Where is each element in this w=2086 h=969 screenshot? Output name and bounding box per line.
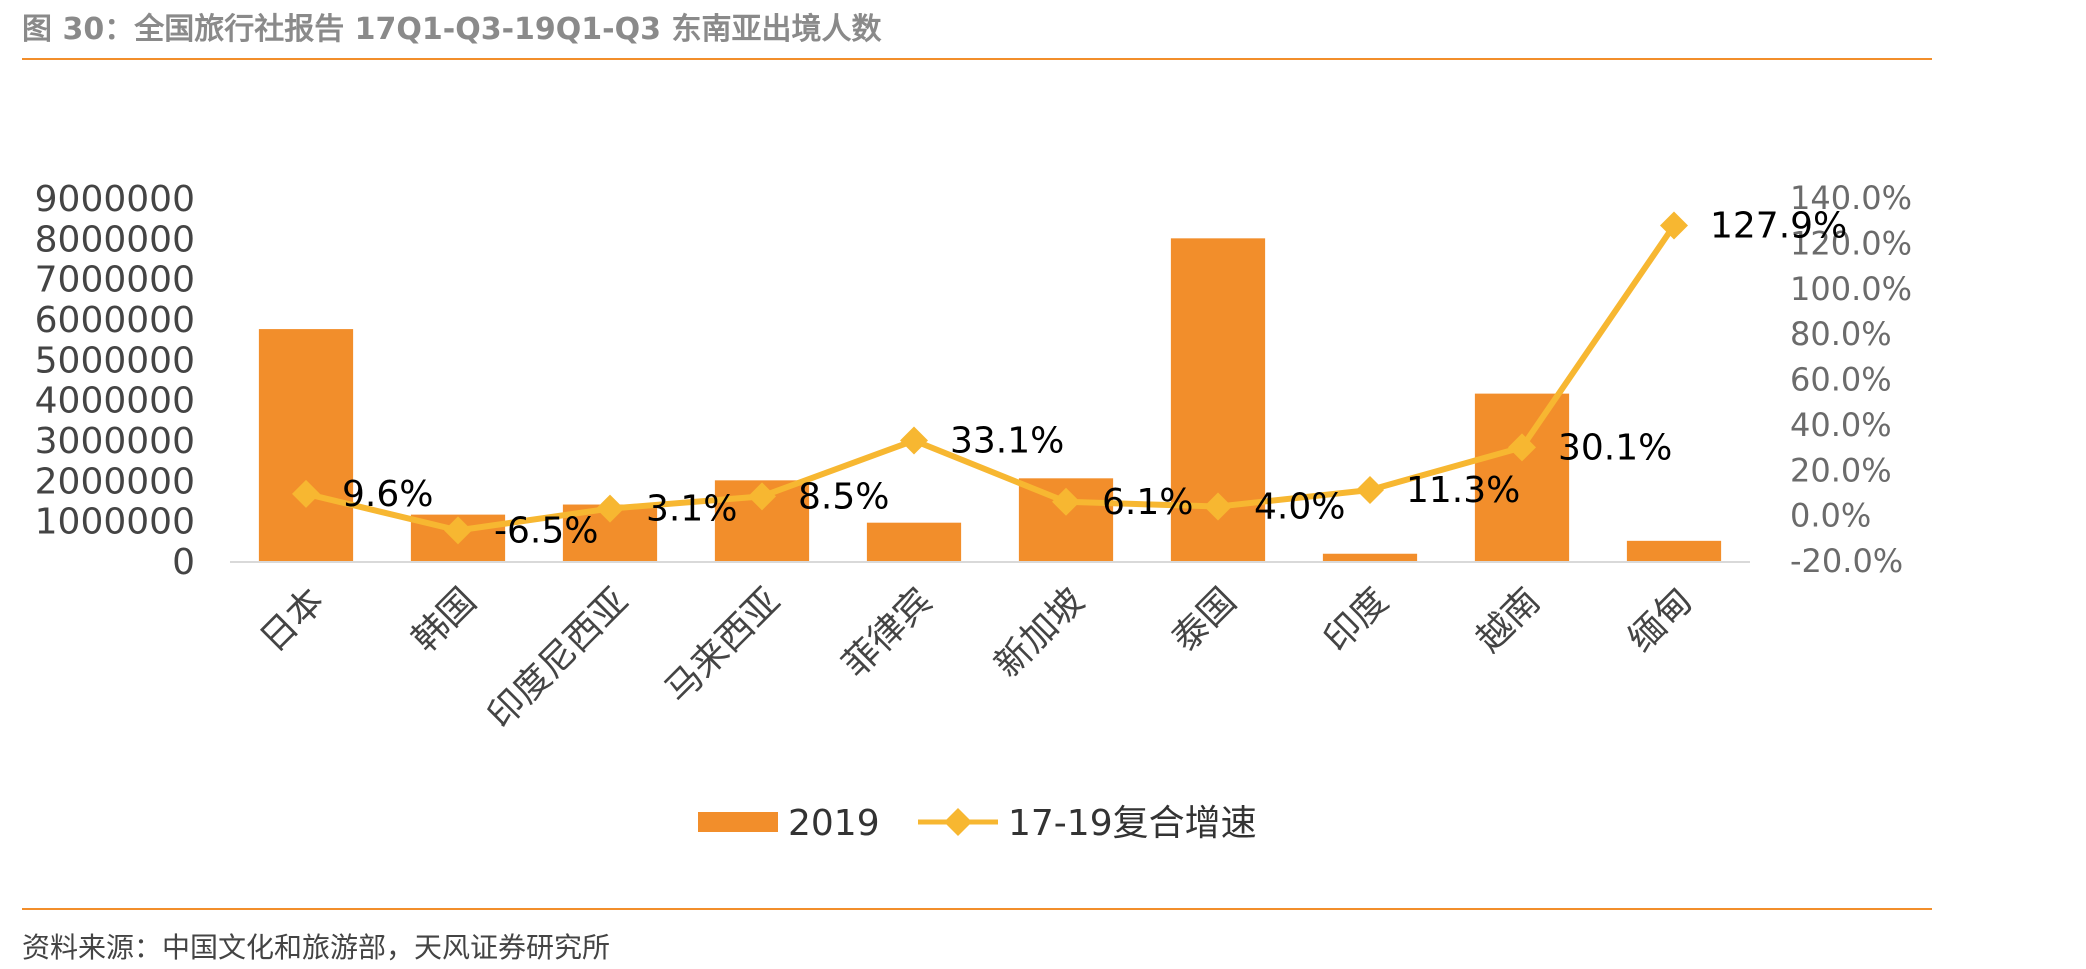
right-axis-ticks: -20.0% 0.0% 20.0% 40.0% 60.0% 80.0% 100.0% 120.… (1790, 179, 1912, 580)
category-label: 日本 (252, 580, 332, 660)
category-label: 新加坡 (987, 580, 1092, 685)
left-axis-ticks: 0100000020000003000000400000050000006000… (35, 179, 195, 583)
chart-title: 图 30：全国旅行社报告 17Q1-Q3-19Q1-Q3 东南亚出境人数 (22, 12, 882, 47)
line-point (1660, 211, 1688, 240)
category-label: 泰国 (1164, 580, 1244, 660)
left-tick-label: 5000000 (35, 340, 195, 381)
data-label: 9.6% (342, 474, 433, 515)
legend: 2019 17-19复合增速 (698, 803, 1257, 844)
left-tick-label: 7000000 (35, 260, 195, 301)
line-point (1356, 475, 1384, 504)
legend-swatch-marker (944, 808, 972, 836)
data-label: 33.1% (950, 421, 1064, 462)
line-point (292, 479, 320, 508)
category-label: 印度尼西亚 (480, 580, 636, 736)
data-label: 6.1% (1102, 482, 1193, 523)
category-label: 韩国 (404, 580, 484, 660)
bar (866, 522, 962, 561)
data-label: 30.1% (1558, 427, 1672, 468)
left-tick-label: 1000000 (35, 502, 195, 543)
left-tick-label: 8000000 (35, 219, 195, 260)
bar (258, 329, 354, 561)
category-label: 马来西亚 (658, 580, 789, 711)
line-point (1052, 487, 1080, 516)
category-label: 越南 (1468, 580, 1548, 660)
bar (1322, 553, 1418, 561)
category-label: 缅甸 (1620, 580, 1700, 660)
left-tick-label: 4000000 (35, 381, 195, 422)
right-tick-label: -20.0% (1790, 542, 1903, 580)
line-point (1508, 433, 1536, 462)
right-tick-label: 80.0% (1790, 315, 1892, 353)
left-tick-label: 0 (172, 542, 195, 583)
data-label: 8.5% (798, 476, 889, 517)
data-label: -6.5% (494, 510, 598, 551)
left-tick-label: 9000000 (35, 179, 195, 220)
line-point (900, 426, 928, 455)
category-label: 印度 (1316, 580, 1396, 660)
line-series: 9.6% -6.5% 3.1% 8.5% 33.1% 6.1% 4.0% 11.3% 30.1%… (292, 205, 1847, 551)
right-tick-label: 0.0% (1790, 497, 1871, 535)
left-tick-label: 2000000 (35, 461, 195, 502)
data-label: 4.0% (1254, 487, 1345, 528)
top-divider (22, 58, 1932, 60)
line-point (748, 482, 776, 511)
bar-series (258, 238, 1722, 562)
line-point (444, 516, 472, 545)
legend-label-bar: 2019 (788, 803, 880, 844)
bottom-divider (22, 908, 1932, 910)
left-tick-label: 3000000 (35, 421, 195, 462)
left-tick-label: 6000000 (35, 300, 195, 341)
data-label: 127.9% (1710, 205, 1847, 246)
legend-label-line: 17-19复合增速 (1008, 803, 1257, 844)
series-line (305, 223, 1677, 534)
right-tick-label: 60.0% (1790, 361, 1892, 399)
source-note: 资料来源：中国文化和旅游部，天风证券研究所 (22, 931, 611, 964)
data-label: 3.1% (646, 489, 737, 530)
category-label: 菲律宾 (835, 580, 940, 685)
right-tick-label: 40.0% (1790, 406, 1892, 444)
legend-swatch-bar (698, 812, 778, 832)
data-label: 11.3% (1406, 470, 1520, 511)
right-tick-label: 20.0% (1790, 451, 1892, 489)
right-tick-label: 120.0% (1790, 224, 1912, 262)
right-tick-label: 100.0% (1790, 270, 1912, 308)
right-tick-label: 140.0% (1790, 179, 1912, 217)
bar (1626, 540, 1722, 561)
line-point (596, 494, 624, 523)
line-point (1204, 492, 1232, 521)
bar (1474, 393, 1570, 561)
